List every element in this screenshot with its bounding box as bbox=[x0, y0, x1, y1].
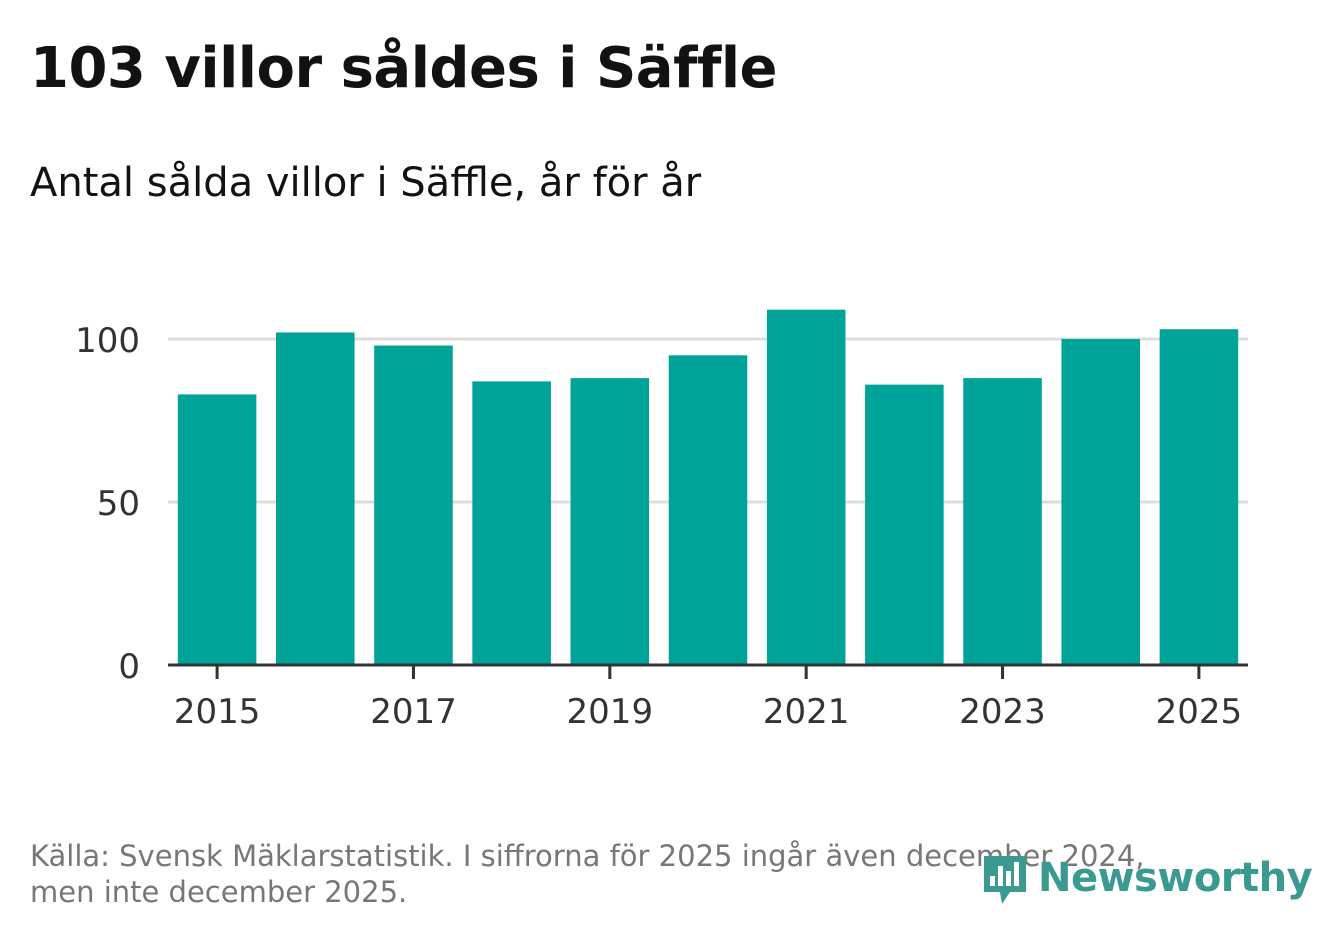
x-tick-label-2015: 2015 bbox=[174, 692, 261, 732]
bar-2015 bbox=[177, 394, 257, 665]
bar-2020 bbox=[668, 355, 748, 665]
bar-2022 bbox=[865, 384, 944, 665]
bar-2024 bbox=[1061, 339, 1140, 665]
chart-title: 103 villor såldes i Säffle bbox=[30, 36, 778, 101]
y-tick-label-100: 100 bbox=[75, 321, 140, 361]
source-line-1: Källa: Svensk Mäklarstatistik. I siffror… bbox=[30, 839, 1145, 873]
x-tick-label-2019: 2019 bbox=[567, 692, 654, 732]
x-tick-label-2017: 2017 bbox=[370, 692, 457, 732]
y-tick-label-0: 0 bbox=[118, 647, 140, 687]
x-tick-label-2023: 2023 bbox=[959, 692, 1046, 732]
bar-2025 bbox=[1159, 329, 1239, 665]
bar-2018 bbox=[472, 381, 551, 665]
source-line-2: men inte december 2025. bbox=[30, 875, 408, 909]
newsworthy-logo: Newsworthy bbox=[980, 850, 1313, 906]
chart-subtitle: Antal sålda villor i Säffle, år för år bbox=[30, 160, 702, 206]
bar-2017 bbox=[374, 345, 453, 665]
bar-2019 bbox=[570, 378, 650, 665]
source-note: Källa: Svensk Mäklarstatistik. I siffror… bbox=[30, 838, 1145, 910]
bar-2021 bbox=[766, 309, 846, 665]
x-tick-label-2025: 2025 bbox=[1156, 692, 1243, 732]
logo-text: Newsworthy bbox=[1038, 855, 1313, 901]
x-tick-label-2021: 2021 bbox=[763, 692, 850, 732]
y-tick-label-50: 50 bbox=[97, 484, 140, 524]
bar-2016 bbox=[276, 332, 355, 665]
newsworthy-chart-icon bbox=[984, 856, 1026, 904]
bar-2023 bbox=[963, 378, 1042, 665]
